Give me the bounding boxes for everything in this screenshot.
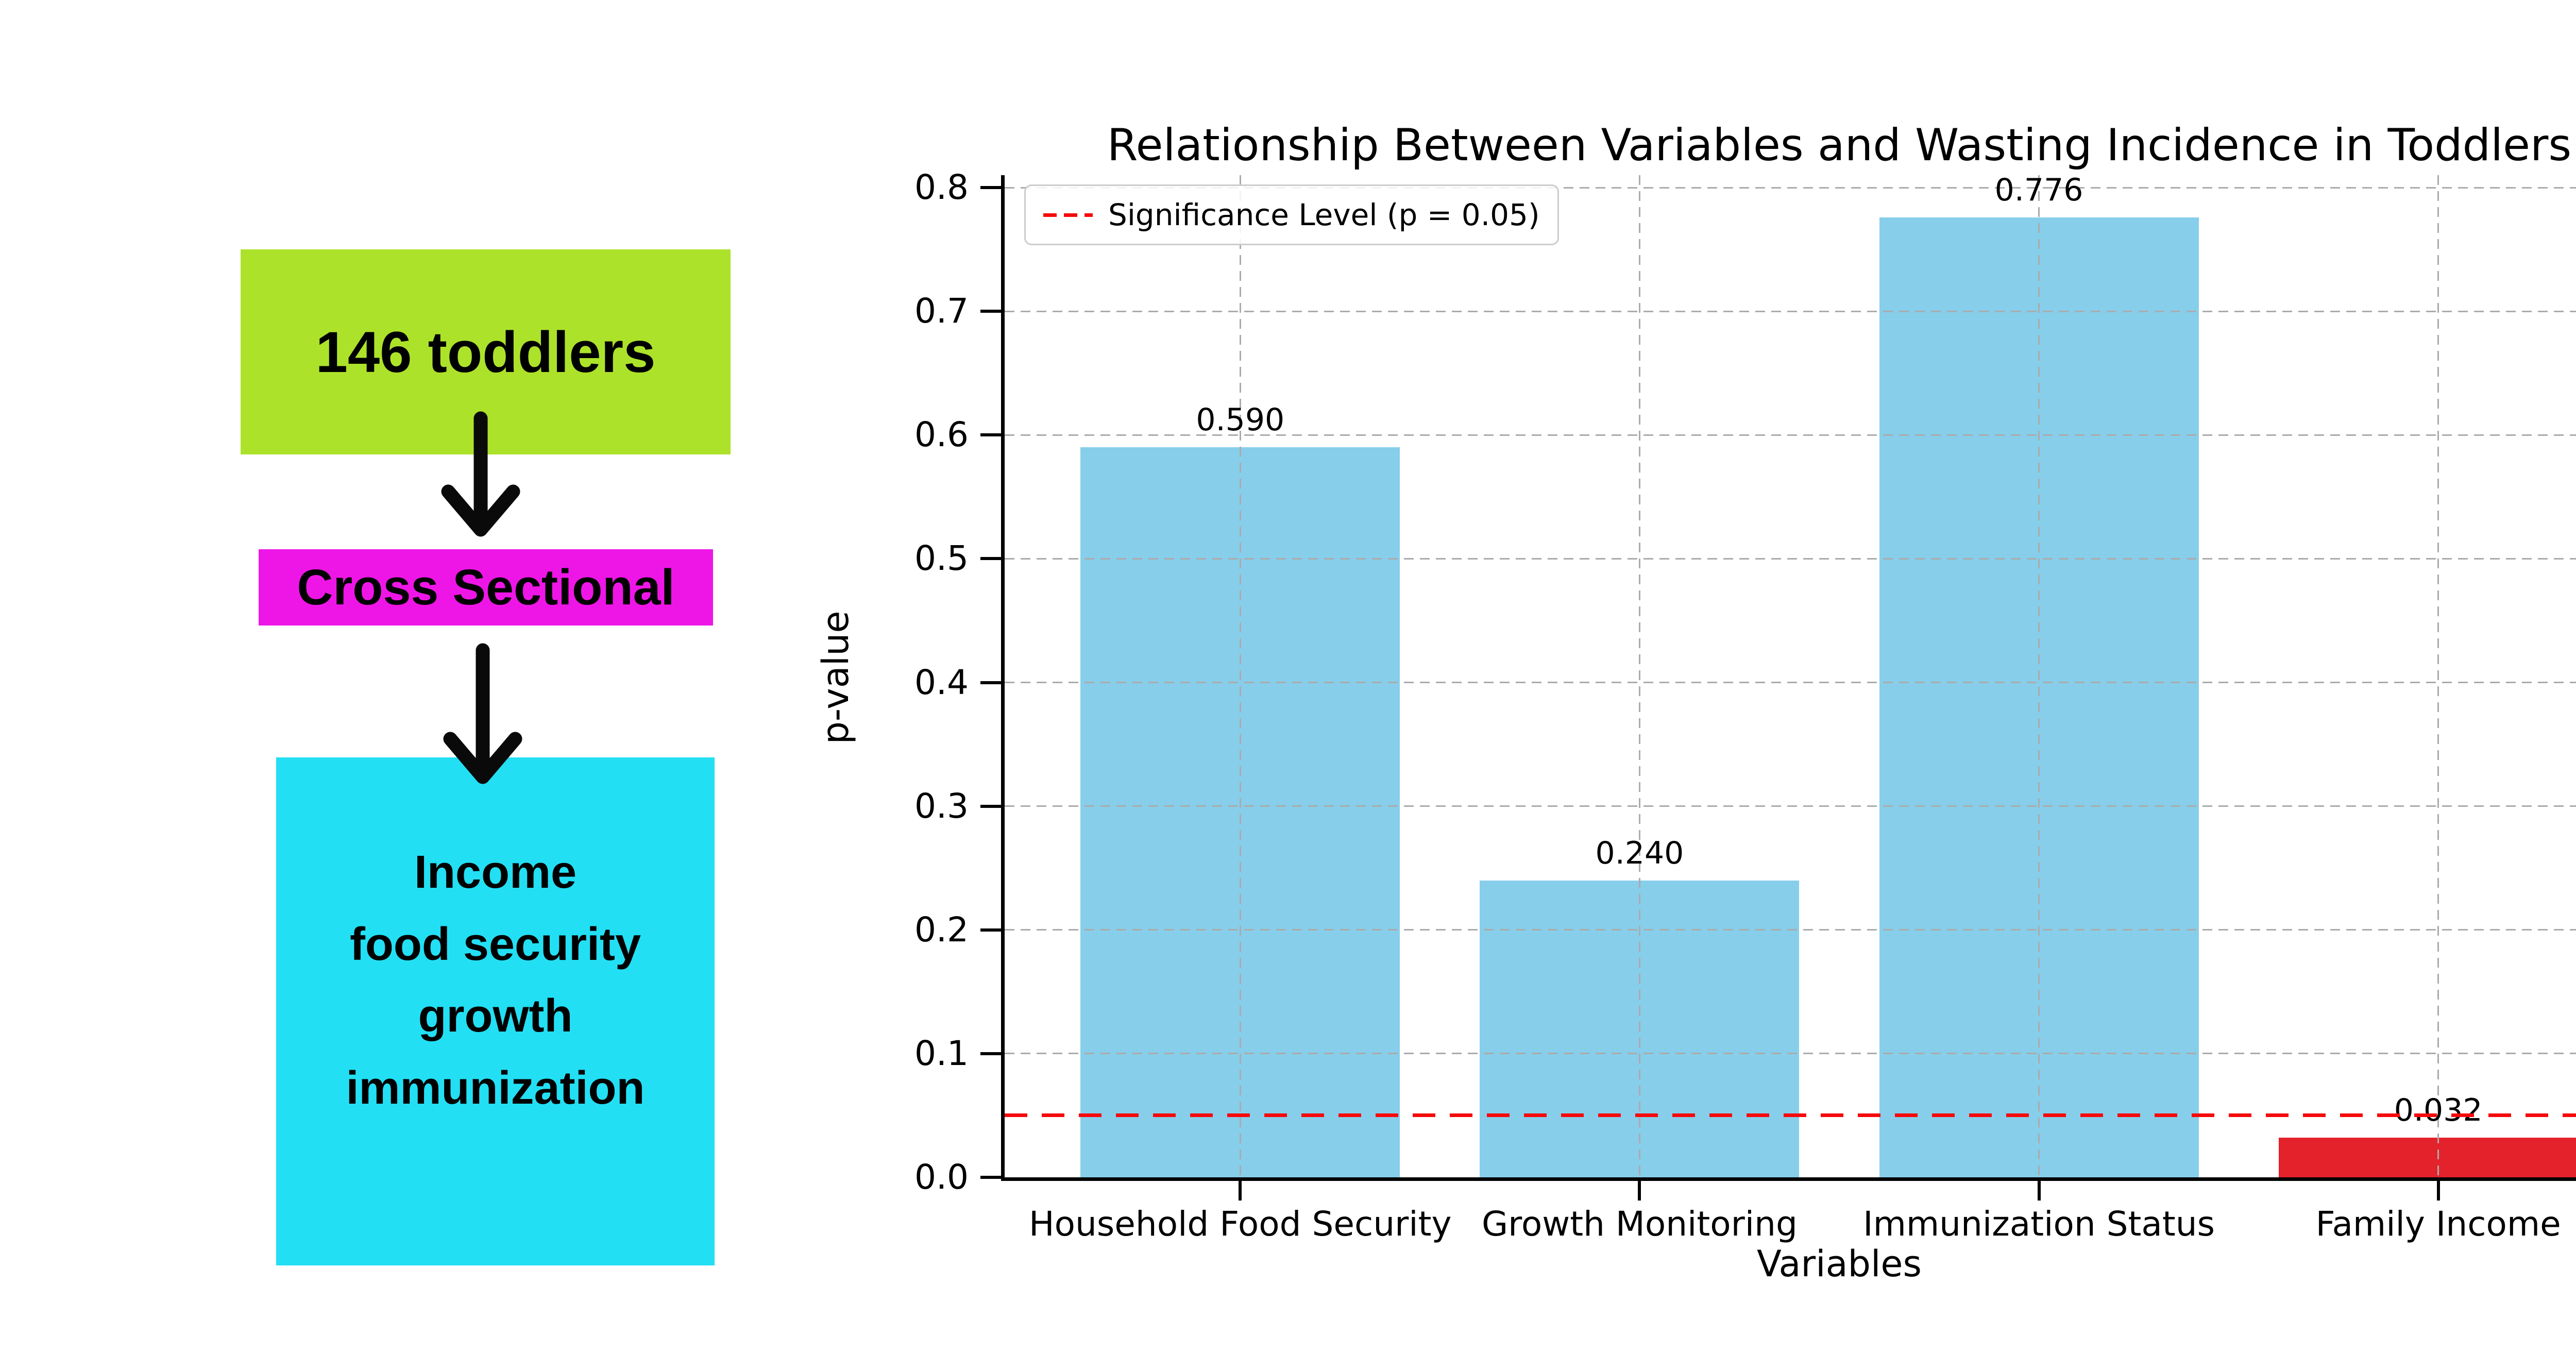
flow-node-variables-line: growth bbox=[418, 990, 573, 1042]
x-axis-label: Variables bbox=[1757, 1243, 1922, 1285]
flow-node-sample-label: 146 toddlers bbox=[315, 319, 656, 384]
gridline-vertical bbox=[2038, 175, 2040, 1177]
y-tick-label: 0.5 bbox=[914, 538, 969, 579]
gridline-horizontal bbox=[1005, 929, 2576, 931]
y-tick-label: 0.8 bbox=[914, 167, 969, 208]
flow-node-design-label: Cross Sectional bbox=[297, 559, 675, 615]
gridline-horizontal bbox=[1005, 805, 2576, 807]
y-tick bbox=[980, 681, 1001, 684]
y-tick bbox=[980, 1176, 1001, 1179]
bar-value-label: 0.032 bbox=[2394, 1092, 2483, 1129]
plot-area: Significance Level (p = 0.05) 0.0 0.1 0.2 0… bbox=[914, 170, 2576, 1244]
gridline-vertical bbox=[2437, 175, 2439, 1177]
flow-node-variables-line: Income bbox=[414, 847, 577, 898]
x-tick bbox=[2436, 1181, 2440, 1201]
flow-node-variables-line: immunization bbox=[346, 1062, 645, 1114]
gridline-vertical bbox=[1239, 175, 1241, 1177]
x-tick-label: Household Food Security bbox=[1029, 1204, 1452, 1244]
x-tick-label: Growth Monitoring bbox=[1482, 1204, 1798, 1244]
dashed-line-legend-swatch bbox=[1043, 213, 1093, 217]
y-tick-label: 0.4 bbox=[914, 662, 969, 702]
y-tick bbox=[980, 557, 1001, 561]
flow-node-variables: Income food security growth immunization bbox=[276, 757, 715, 1265]
bar-value-label: 0.590 bbox=[1196, 402, 1285, 438]
y-tick bbox=[980, 928, 1001, 932]
legend: Significance Level (p = 0.05) bbox=[1024, 184, 1559, 245]
gridline-horizontal bbox=[1005, 434, 2576, 436]
down-arrow-icon bbox=[443, 643, 522, 784]
flow-node-variables-line: food security bbox=[349, 918, 641, 970]
x-tick bbox=[1638, 1181, 1641, 1201]
flow-node-design: Cross Sectional bbox=[259, 549, 713, 626]
x-tick-label: Family Income bbox=[2315, 1204, 2561, 1244]
x-tick bbox=[1239, 1181, 1242, 1201]
gridline-vertical bbox=[1638, 175, 1640, 1177]
y-tick bbox=[980, 804, 1001, 808]
y-tick-label: 0.2 bbox=[914, 909, 969, 950]
y-tick-label: 0.6 bbox=[914, 415, 969, 455]
legend-label: Significance Level (p = 0.05) bbox=[1108, 197, 1540, 232]
y-tick-label: 0.1 bbox=[914, 1033, 969, 1073]
bar-value-label: 0.776 bbox=[1994, 172, 2083, 208]
y-tick-label: 0.0 bbox=[914, 1157, 969, 1197]
y-tick bbox=[980, 186, 1001, 190]
chart-title: Relationship Between Variables and Wasti… bbox=[1107, 120, 2572, 171]
significance-line bbox=[1005, 1113, 2576, 1117]
x-tick-label: Immunization Status bbox=[1863, 1204, 2215, 1244]
y-tick-label: 0.3 bbox=[914, 786, 969, 826]
bar bbox=[2278, 1138, 2576, 1177]
y-axis-label: p-value bbox=[815, 611, 857, 745]
y-axis-spine bbox=[1001, 175, 1005, 1181]
gridline-horizontal bbox=[1005, 310, 2576, 312]
x-axis-spine bbox=[1001, 1177, 2576, 1181]
y-tick-label: 0.7 bbox=[914, 291, 969, 331]
y-tick bbox=[980, 1052, 1001, 1055]
gridline-horizontal bbox=[1005, 187, 2576, 189]
gridline-horizontal bbox=[1005, 682, 2576, 684]
x-tick bbox=[2037, 1181, 2041, 1201]
bar-value-label: 0.240 bbox=[1595, 835, 1684, 871]
down-arrow-icon bbox=[441, 411, 520, 537]
y-tick bbox=[980, 310, 1001, 313]
gridline-horizontal bbox=[1005, 1053, 2576, 1055]
gridline-horizontal bbox=[1005, 557, 2576, 560]
y-tick bbox=[980, 433, 1001, 437]
